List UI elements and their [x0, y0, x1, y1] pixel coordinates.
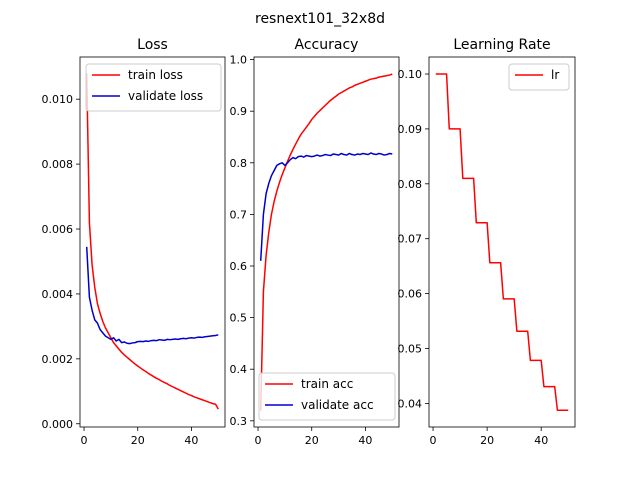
y-tick-label: 0.002 [42, 353, 74, 366]
y-tick-label: 1.0 [230, 54, 248, 67]
y-tick-label: 0.07 [398, 233, 423, 246]
y-tick-label: 0.004 [42, 288, 74, 301]
y-tick-label: 0.6 [230, 260, 248, 273]
x-tick-label: 0 [255, 434, 262, 447]
legend-label: validate loss [128, 89, 203, 103]
y-tick-label: 0.7 [230, 208, 248, 221]
legend-accuracy: train acc validate acc [258, 372, 396, 421]
y-tick-label: 0.008 [42, 158, 74, 171]
y-tick-label: 0.10 [398, 68, 423, 81]
axes-accuracy: Accuracy 0 20 40 0.3 0.4 0.5 0.6 0.7 0.8 0.9 1.0 tra… [230, 37, 400, 447]
legend-label: lr [551, 68, 559, 82]
figure-suptitle: resnext101_32x8d [255, 11, 385, 27]
legend-label: train acc [301, 377, 353, 391]
axes-title-loss: Loss [137, 37, 168, 53]
y-tick-label: 0.05 [398, 342, 423, 355]
y-tick-label: 0.04 [398, 397, 423, 410]
axes-loss: Loss 0 20 40 0.000 0.002 0.004 0.006 0.008 0.010 t… [42, 37, 226, 447]
x-tick-label: 0 [430, 434, 437, 447]
y-tick-label: 0.006 [42, 223, 74, 236]
axes-frame-learning-rate [428, 56, 576, 428]
axes-learning-rate: Learning Rate 0 20 40 0.04 0.05 0.06 0.07 0.08 0.… [398, 37, 576, 447]
y-tick-label: 0.06 [398, 288, 423, 301]
y-tick-label: 0.08 [398, 178, 423, 191]
x-tick-label: 20 [131, 434, 145, 447]
axes-title-accuracy: Accuracy [295, 37, 359, 53]
x-tick-label: 40 [534, 434, 548, 447]
x-tick-label: 20 [480, 434, 494, 447]
series-line-lr [435, 73, 569, 412]
y-tick-label: 0.5 [230, 312, 248, 325]
legend-label: validate acc [301, 398, 374, 412]
x-tick-label: 0 [81, 434, 88, 447]
y-tick-label: 0.4 [230, 363, 248, 376]
x-tick-label: 20 [305, 434, 319, 447]
series-line-train-acc [259, 73, 393, 411]
y-tick-label: 0.000 [42, 418, 74, 431]
y-tick-label: 0.9 [230, 105, 248, 118]
y-tick-label: 0.010 [42, 93, 74, 106]
x-tick-label: 40 [184, 434, 198, 447]
y-tick-label: 0.09 [398, 123, 423, 136]
axes-title-learning-rate: Learning Rate [453, 37, 550, 53]
series-line-train-loss [85, 73, 219, 410]
legend-frame [508, 63, 570, 91]
legend-learning-rate: lr [508, 63, 570, 91]
y-tick-label: 0.8 [230, 157, 248, 170]
axes-frame-loss [79, 56, 226, 428]
series-line-validate-loss [85, 246, 219, 345]
legend-label: train loss [128, 68, 183, 82]
y-tick-label: 0.3 [230, 415, 248, 428]
subplot-panels: Loss 0 20 40 0.000 0.002 0.004 0.006 0.008 0.010 t… [42, 37, 576, 447]
axes-frame-accuracy [253, 56, 400, 428]
series-line-validate-acc [259, 152, 393, 261]
legend-loss: train loss validate loss [85, 63, 222, 112]
x-tick-label: 40 [358, 434, 372, 447]
